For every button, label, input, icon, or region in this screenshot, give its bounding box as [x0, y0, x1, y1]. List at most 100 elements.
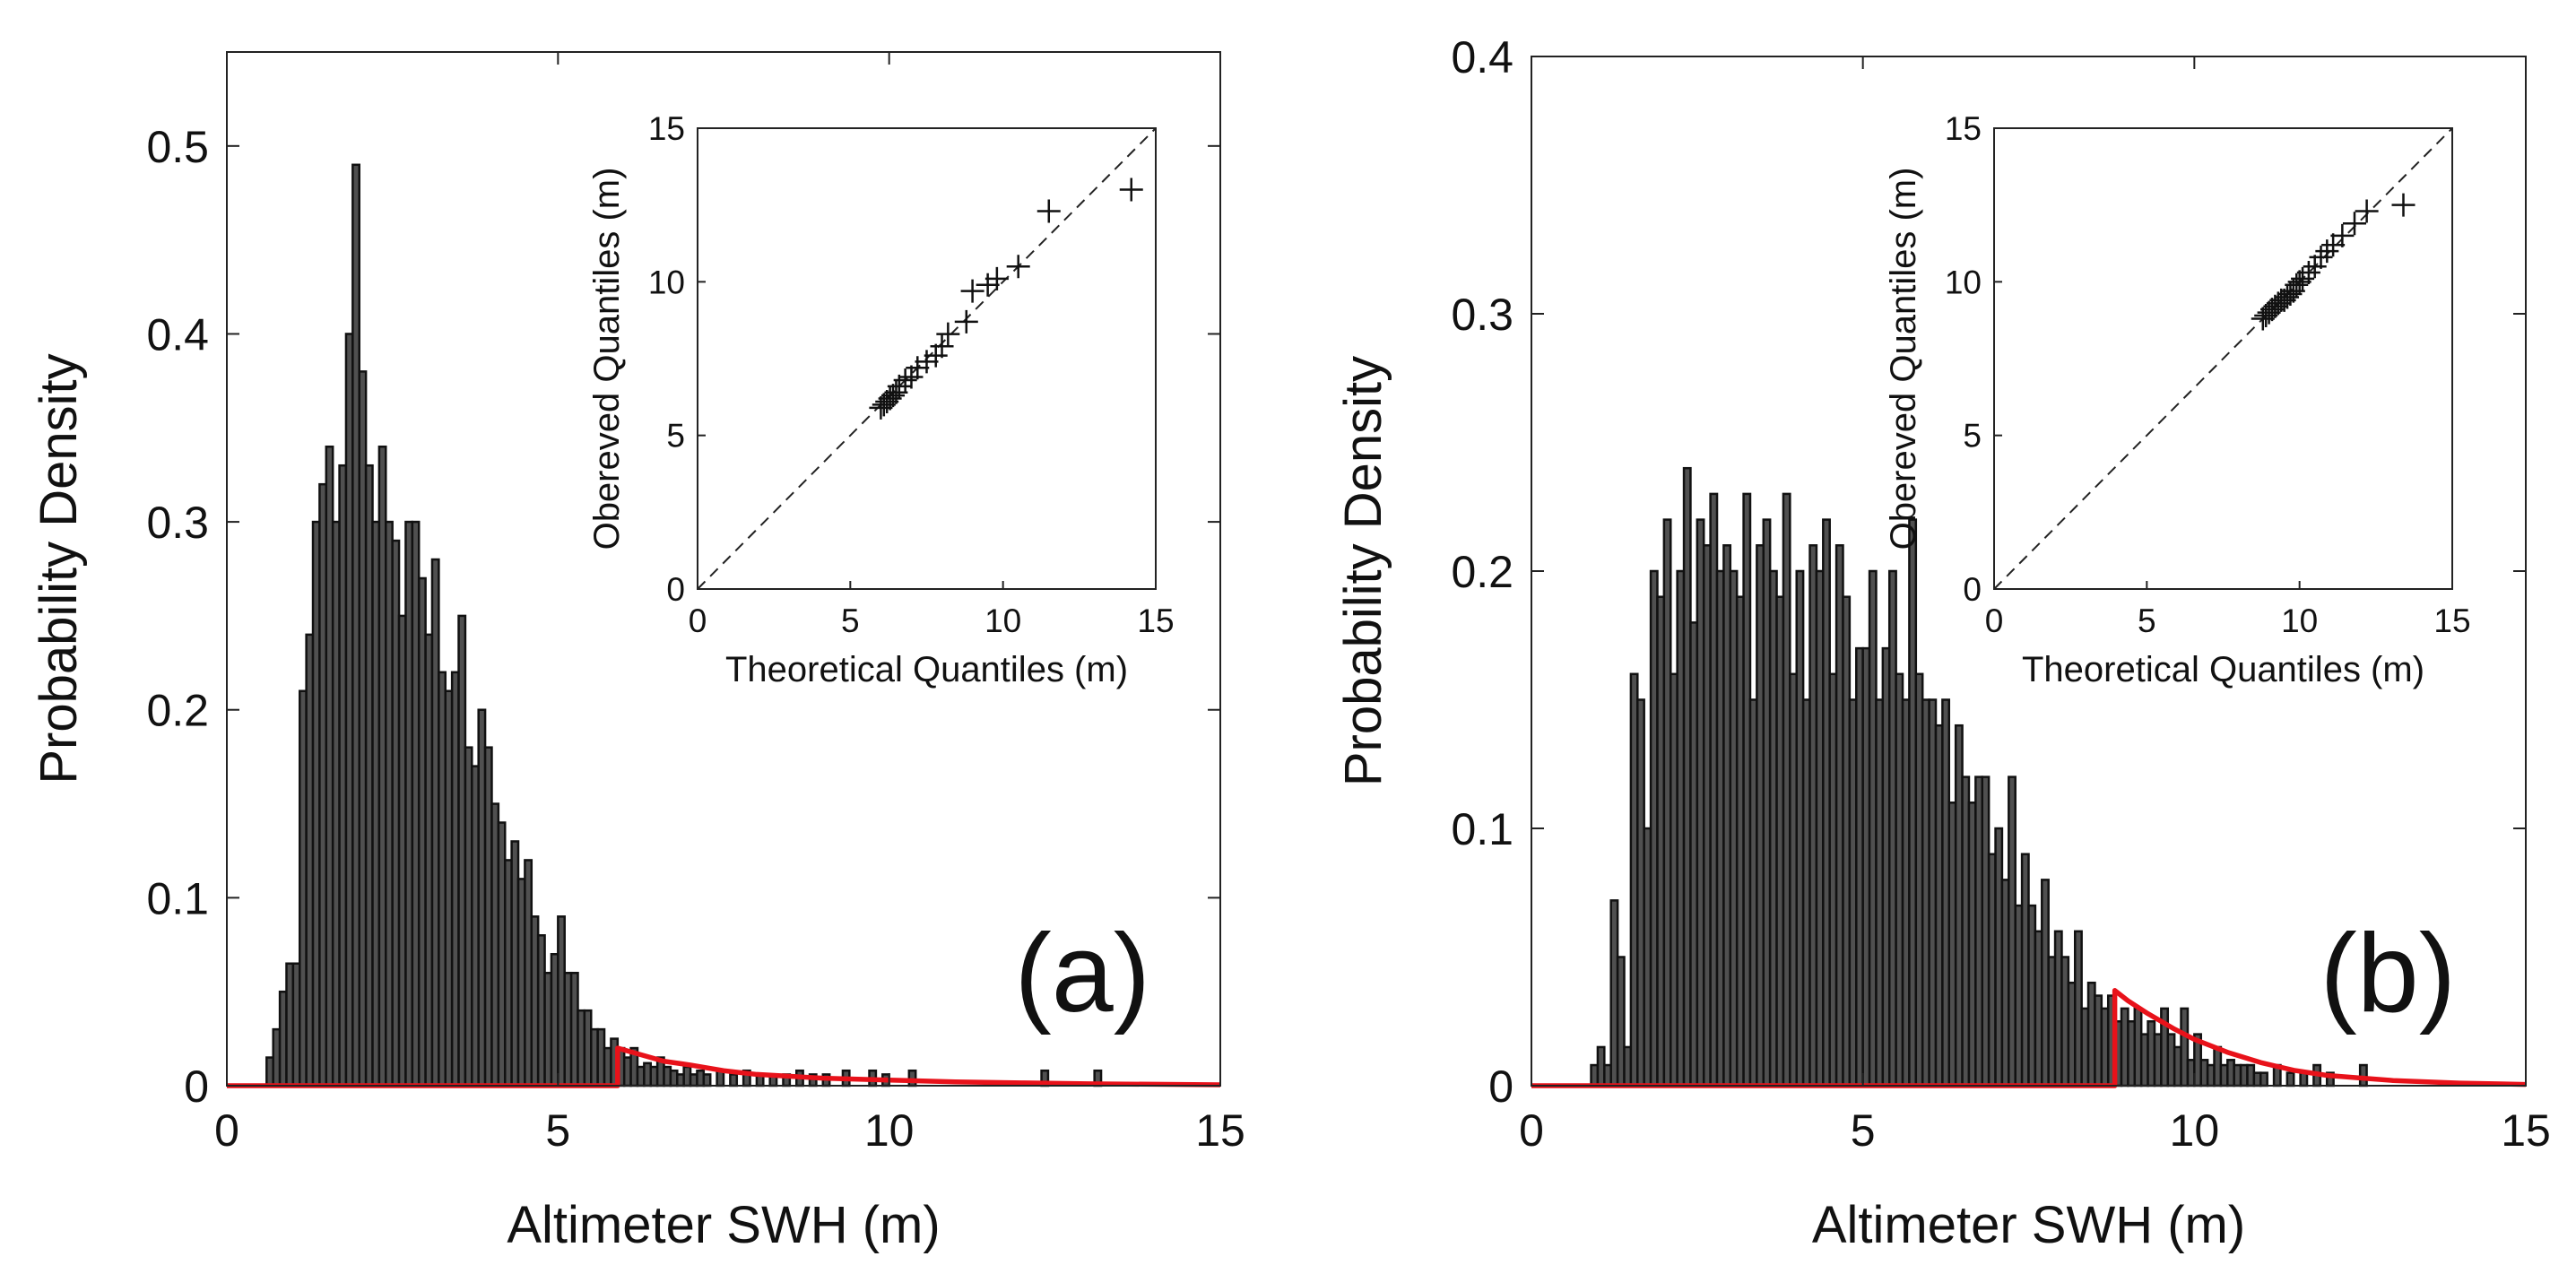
qq-point — [924, 343, 948, 368]
inset-y-tick-label: 0 — [666, 571, 685, 608]
y-tick-label: 0.2 — [146, 686, 209, 736]
qq-point — [875, 389, 899, 413]
histogram-bars — [1590, 466, 2368, 1087]
x-tick-label: 15 — [2501, 1105, 2551, 1156]
y-axis-label: Probability Density — [1334, 356, 1392, 786]
qq-point — [2266, 291, 2290, 316]
panel-label: (a) — [1014, 912, 1150, 1035]
y-tick-label: 0.1 — [1451, 804, 1514, 854]
inset-x-tick-label: 0 — [1985, 602, 2004, 639]
qq-point — [887, 374, 911, 398]
qq-point — [2285, 273, 2309, 297]
inset-x-tick-label: 10 — [2281, 602, 2318, 639]
qq-point — [1119, 178, 1143, 202]
panel-label: (b) — [2320, 912, 2456, 1035]
qq-point — [2315, 239, 2339, 264]
qq-point — [872, 393, 896, 417]
x-tick-label: 5 — [545, 1105, 570, 1156]
qq-point — [2257, 300, 2281, 325]
inset-x-tick-label: 15 — [2433, 602, 2470, 639]
qq-point — [2263, 294, 2287, 318]
panel-b: 0 5 10 15 0 0.1 0.2 0.3 0.4 Altimeter SWH (m) Prob… — [1334, 32, 2551, 1254]
qq-point — [1036, 199, 1061, 223]
qq-point — [2291, 266, 2315, 290]
inset-y-tick-label: 15 — [1945, 110, 1982, 147]
x-tick-label: 0 — [1519, 1105, 1544, 1156]
qq-point — [2296, 261, 2320, 285]
histogram-bar — [2259, 1071, 2268, 1087]
y-tick-label: 0.1 — [146, 873, 209, 923]
inset-y-axis-label: Obereved Quantiles (m) — [587, 168, 627, 550]
x-axis-label: Altimeter SWH (m) — [507, 1196, 940, 1254]
x-axis-label: Altimeter SWH (m) — [1812, 1196, 2245, 1254]
qq-point — [2309, 245, 2333, 269]
qq-point — [2330, 223, 2355, 247]
qq-point — [976, 273, 1000, 297]
qq-point — [869, 395, 893, 420]
qq-point — [2342, 212, 2366, 236]
qq-point — [893, 368, 917, 392]
y-tick-label: 0.4 — [1451, 32, 1514, 82]
qq-point — [2287, 270, 2311, 294]
qq-point — [899, 365, 924, 389]
inset-x-tick-label: 15 — [1137, 602, 1174, 639]
qq-point — [2281, 279, 2305, 303]
inset-y-axis-label: Obereved Quantiles (m) — [1884, 168, 1923, 550]
panel-a: 0 5 10 15 0 0.1 0.2 0.3 0.4 0.5 Altimeter SWH (m) P… — [30, 51, 1245, 1254]
inset-y-tick-label: 10 — [648, 264, 685, 300]
inset-x-axis-label: Theoretical Quantiles (m) — [2022, 650, 2424, 689]
y-tick-label: 0 — [1488, 1061, 1514, 1112]
qq-point — [2272, 288, 2296, 312]
fit-curve-line — [1531, 988, 2527, 1088]
histogram-bar — [702, 1073, 712, 1087]
histogram-bar — [729, 1073, 739, 1087]
qq-point — [2321, 233, 2346, 257]
inset-x-tick-label: 10 — [984, 602, 1021, 639]
qq-point — [2260, 298, 2285, 322]
y-tick-label: 0.4 — [146, 309, 209, 360]
inset-x-tick-label: 0 — [689, 602, 707, 639]
qq-point — [2303, 255, 2327, 279]
qq-point — [2391, 193, 2416, 217]
plot-frame — [226, 51, 1221, 1087]
x-tick-label: 10 — [864, 1105, 915, 1156]
y-tick-label: 0.3 — [1451, 290, 1514, 340]
qq-point — [930, 334, 954, 359]
qq-point — [936, 322, 960, 346]
inset-y-tick-label: 10 — [1945, 264, 1982, 300]
y-tick-label: 0.5 — [146, 122, 209, 172]
inset-x-axis-label: Theoretical Quantiles (m) — [725, 650, 1128, 689]
x-tick-label: 0 — [214, 1105, 239, 1156]
qq-point — [915, 350, 939, 374]
qq-point — [2355, 199, 2379, 223]
qq-point — [881, 384, 906, 408]
inset-y-tick-label: 0 — [1963, 571, 1982, 608]
histogram-bar — [2299, 1071, 2309, 1087]
qq-point — [906, 356, 930, 380]
inset-x-tick-label: 5 — [841, 602, 860, 639]
y-axis-label: Probability Density — [30, 353, 88, 784]
qq-point — [2278, 282, 2303, 307]
qq-point — [2251, 307, 2275, 331]
histogram-bar — [2285, 1071, 2295, 1087]
reference-line — [1993, 127, 2453, 590]
qq-point — [984, 266, 1009, 290]
qq-point — [2276, 285, 2300, 309]
inset-y-tick-label: 15 — [648, 110, 685, 147]
qq-point — [960, 279, 984, 303]
x-tick-label: 5 — [1851, 1105, 1876, 1156]
histogram-bars — [265, 163, 1103, 1087]
qq-point — [884, 380, 908, 404]
fit-curve-line — [227, 1045, 1221, 1088]
inset-x-tick-label: 5 — [2138, 602, 2156, 639]
qq-point — [1006, 255, 1030, 279]
inset-y-tick-label: 5 — [666, 418, 685, 455]
qq-point — [2254, 304, 2278, 328]
inset-y-tick-label: 5 — [1963, 418, 1982, 455]
x-tick-label: 10 — [2170, 1105, 2220, 1156]
y-tick-label: 0.2 — [1451, 547, 1514, 597]
x-tick-label: 15 — [1195, 1105, 1245, 1156]
